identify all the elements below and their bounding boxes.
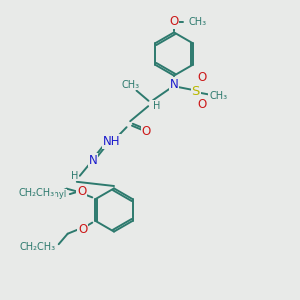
Text: CH₃: CH₃ (188, 17, 206, 27)
Text: S: S (191, 85, 200, 98)
Text: CH₃: CH₃ (122, 80, 140, 90)
Text: O: O (78, 223, 87, 236)
Text: O: O (77, 185, 86, 198)
Text: H: H (71, 171, 78, 181)
Text: H: H (153, 100, 160, 111)
Text: O: O (198, 71, 207, 84)
Text: N: N (169, 78, 178, 91)
Text: CH₂CH₃: CH₂CH₃ (20, 242, 56, 252)
Text: NH: NH (103, 135, 121, 148)
Text: CH₂CH₃: CH₂CH₃ (18, 188, 54, 198)
Text: O: O (142, 125, 151, 138)
Text: O: O (169, 15, 178, 28)
Text: CH₃: CH₃ (209, 91, 227, 101)
Text: N: N (89, 154, 98, 167)
Text: O: O (198, 98, 207, 111)
Text: ethyl: ethyl (46, 190, 67, 199)
